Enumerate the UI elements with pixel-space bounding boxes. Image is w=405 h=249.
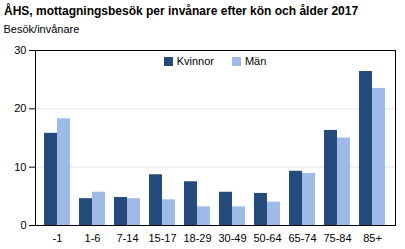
html-text:ÅHS, mottagningsbesök per invå: ÅHS, mottagningsbesök per invånare efter… xyxy=(4,4,359,18)
svg-text:85+: 85+ xyxy=(363,232,382,244)
svg-text:10: 10 xyxy=(14,161,26,173)
svg-text:-1: -1 xyxy=(53,232,63,244)
svg-text:75-84: 75-84 xyxy=(323,232,351,244)
svg-text:30-49: 30-49 xyxy=(218,232,246,244)
svg-text:1-6: 1-6 xyxy=(85,232,101,244)
html-text:Män: Män xyxy=(244,55,267,67)
svg-text:30: 30 xyxy=(14,44,26,56)
html-text:Kvinnor: Kvinnor xyxy=(176,55,214,67)
svg-text:0: 0 xyxy=(20,219,26,231)
svg-text:7-14: 7-14 xyxy=(116,232,138,244)
svg-text:65-74: 65-74 xyxy=(288,232,316,244)
svg-text:Besök/invånare: Besök/invånare xyxy=(4,23,80,35)
svg-text:15-17: 15-17 xyxy=(148,232,176,244)
svg-text:18-29: 18-29 xyxy=(183,232,211,244)
svg-text:50-64: 50-64 xyxy=(253,232,281,244)
svg-text:20: 20 xyxy=(14,102,26,114)
